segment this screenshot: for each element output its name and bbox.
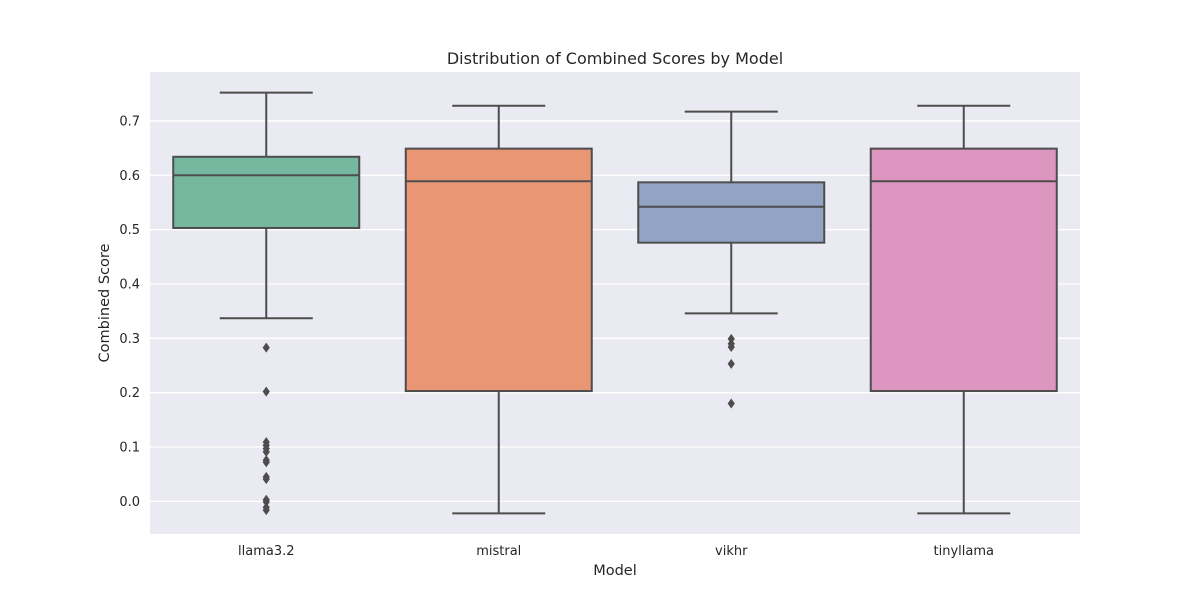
y-tick-label: 0.3 (119, 332, 140, 347)
boxes-layer (172, 91, 1058, 516)
box-vikhr (637, 110, 826, 409)
outlier-point (262, 474, 270, 485)
box-llama3.2 (172, 91, 361, 516)
y-tick-labels: 0.0 0.1 0.2 0.3 0.4 0.5 0.6 0.7 (119, 114, 140, 509)
outlier-point (727, 398, 735, 409)
outlier-point (262, 446, 270, 457)
x-tick-label: vikhr (715, 544, 748, 559)
outlier-point (262, 496, 270, 507)
box-mistral (404, 104, 593, 515)
x-axis-label: Model (593, 563, 637, 579)
y-tick-label: 0.6 (119, 169, 140, 184)
box-iqr (637, 181, 826, 244)
outlier-point (727, 342, 735, 353)
y-tick-label: 0.5 (119, 223, 140, 238)
x-tick-labels: llama3.2 mistral vikhr tinyllama (238, 544, 994, 559)
box-tinyllama (869, 104, 1058, 515)
box-iqr (172, 155, 361, 229)
y-tick-label: 0.4 (119, 277, 140, 292)
outlier-point (262, 386, 270, 397)
x-tick-label: llama3.2 (238, 544, 295, 559)
x-tick-label: mistral (476, 544, 521, 559)
y-tick-label: 0.1 (119, 441, 140, 456)
y-tick-label: 0.7 (119, 114, 140, 129)
box-iqr (869, 147, 1058, 393)
outlier-point (262, 342, 270, 353)
x-tick-label: tinyllama (934, 544, 994, 559)
chart-title: Distribution of Combined Scores by Model (447, 49, 783, 68)
y-axis-label: Combined Score (97, 243, 113, 362)
y-tick-label: 0.0 (119, 495, 140, 510)
outlier-point (262, 457, 270, 468)
box-iqr (404, 147, 593, 393)
outlier-point (262, 505, 270, 516)
outlier-point (727, 358, 735, 369)
y-tick-label: 0.2 (119, 386, 140, 401)
